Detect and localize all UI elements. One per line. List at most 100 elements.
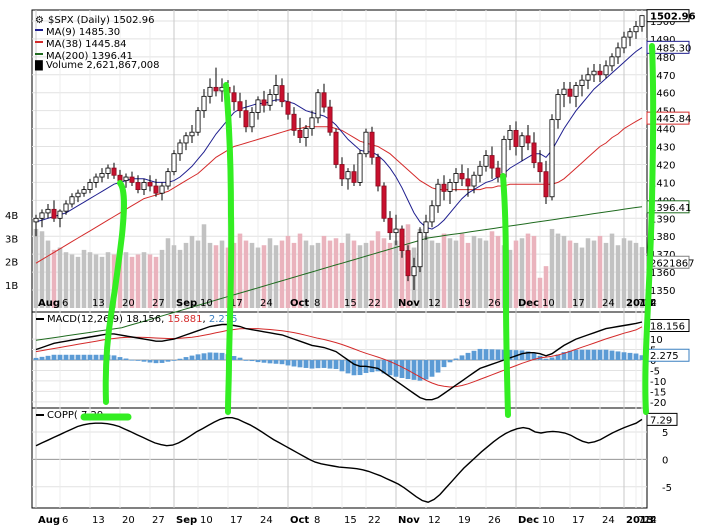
volume-bar [147, 254, 153, 308]
copp-flag [646, 412, 678, 426]
macd-hist-bar [189, 355, 195, 360]
x-axis-label: 22 [368, 298, 381, 309]
x-axis-label: 7 [638, 515, 644, 526]
macd-hist-bar [51, 354, 57, 360]
x-axis-label: 2013 [626, 515, 654, 526]
candle-body [579, 79, 585, 86]
volume-bar [465, 242, 471, 308]
macd-hist-bar [519, 350, 525, 360]
x-axis-label: Dec [518, 298, 539, 309]
macd-hist-bar [159, 360, 165, 363]
macd-hist-bar [303, 360, 309, 368]
price-tick-label: 1360 [650, 268, 675, 279]
x-axis-label: 27 [152, 298, 165, 309]
x-axis-label: Nov [398, 298, 420, 309]
volume-tick-label: 4B [5, 211, 18, 222]
volume-bar [141, 252, 147, 308]
volume-bar [105, 252, 111, 308]
candle-body [213, 86, 219, 92]
x-axis-label: 26 [488, 298, 501, 309]
macd-hist-bar [327, 360, 333, 369]
candle-body [483, 155, 489, 167]
volume-bar [639, 247, 645, 308]
volume-bar [489, 231, 495, 308]
macd-hist-bar [405, 360, 411, 380]
candle-body [267, 94, 273, 106]
copp-flag-label: 7.29 [650, 415, 672, 426]
macd-hist-bar [255, 360, 261, 363]
macd-hist-bar [207, 352, 213, 360]
macd-hist-bar [633, 353, 639, 360]
macd-hist-bar [285, 360, 291, 366]
copp-panel [31, 407, 648, 509]
ma9-line [35, 46, 643, 230]
macd-hist-bar [471, 350, 477, 360]
candle-body [351, 171, 357, 183]
macd-hist-bar [219, 352, 225, 360]
macd-hist-bar [615, 351, 621, 360]
macd-flag-label: 2.275 [650, 351, 679, 362]
macd-hist-bar [321, 360, 327, 368]
volume-bar [615, 245, 621, 308]
macd-hist-bar [45, 355, 51, 360]
candle-body [393, 228, 399, 234]
candle-body [639, 15, 645, 27]
volume-bar [279, 240, 285, 308]
candle-body [405, 250, 411, 277]
volume-bar [633, 242, 639, 308]
moving-averages [35, 46, 643, 341]
candle-body [543, 171, 549, 198]
copp-line [35, 417, 643, 503]
volume-bar [243, 240, 249, 308]
x-axis-label: 6 [62, 515, 68, 526]
volume-bar [363, 242, 369, 308]
macd-hist-bar [177, 358, 183, 360]
volume-bar [387, 242, 393, 308]
volume-bar [99, 256, 105, 308]
volume-bar [315, 242, 321, 308]
candle-body [441, 183, 447, 192]
candle-body [195, 110, 201, 133]
price-flag-label: 1445.84 [650, 114, 691, 125]
macd-hist-bar [411, 360, 417, 380]
macd-hist-bar [639, 355, 645, 360]
candle-body [243, 110, 249, 128]
volume-bar [381, 238, 387, 308]
macd-hist-bar [525, 351, 531, 360]
volume-bar [333, 238, 339, 308]
macd-hist-bar [459, 355, 465, 360]
macd-hist-bar [393, 360, 399, 377]
x-axis-label: 24 [260, 298, 273, 309]
volume-bar [561, 235, 567, 308]
candle-body [495, 167, 501, 178]
x-axis-label: 12 [428, 298, 441, 309]
volume-bar [297, 233, 303, 308]
candle-body [375, 156, 381, 187]
x-axis-label: Nov [398, 515, 420, 526]
volume-bar [621, 238, 627, 308]
volume-bar [219, 240, 225, 308]
macd-legend: MACD(12,26,9) 18.156, 15.881, 2.275 [36, 314, 238, 325]
x-axis-label: 17 [572, 515, 585, 526]
price-flag-label: 1396.41 [650, 203, 691, 214]
macd-hist-bar [531, 353, 537, 360]
macd-hist-bar [153, 360, 159, 364]
macd-hist-bar [237, 357, 243, 360]
macd-hist-bar [279, 360, 285, 365]
candle-body [171, 153, 177, 173]
volume-bar [567, 240, 573, 308]
x-axis-label: 22 [368, 515, 381, 526]
macd-hist-bar [477, 348, 483, 360]
volume-bar [231, 242, 237, 308]
macd-hist-bar [483, 349, 489, 360]
macd-hist-bar [573, 349, 579, 360]
macd-hist-bar [249, 360, 255, 362]
volume-bar [285, 235, 291, 308]
x-axis-label: 10 [542, 298, 555, 309]
volume-bar [165, 238, 171, 308]
candle-body [501, 138, 507, 178]
macd-hist-bar [627, 352, 633, 360]
volume-bar [39, 231, 45, 308]
volume-tick-label: 1B [5, 281, 18, 292]
x-axis-label: 10 [200, 298, 213, 309]
